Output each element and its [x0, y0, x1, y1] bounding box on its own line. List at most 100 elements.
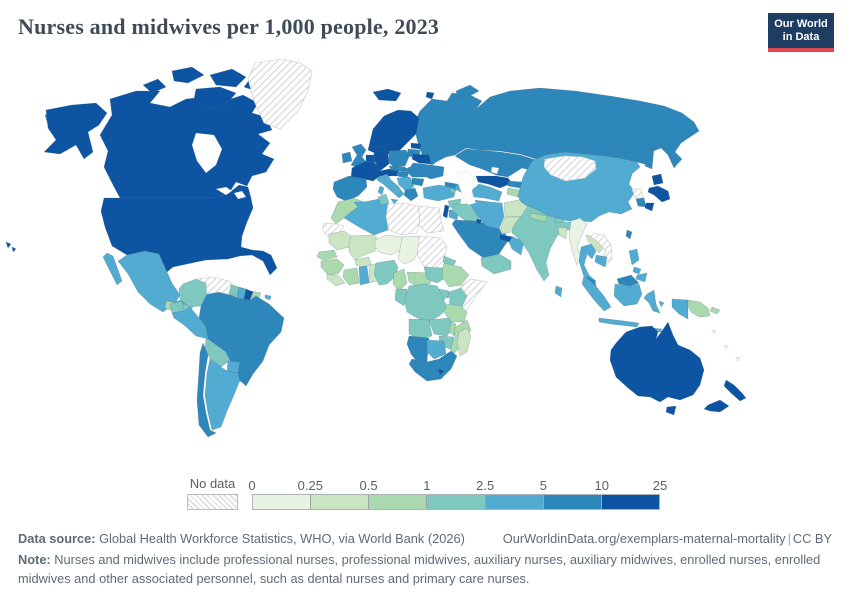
country-botswana[interactable] [426, 339, 447, 360]
country-libya[interactable] [385, 202, 421, 236]
country-guinea[interactable] [320, 258, 345, 277]
country-nepal[interactable] [529, 212, 548, 223]
country-egypt[interactable] [417, 205, 445, 234]
country-malawi[interactable] [448, 321, 457, 337]
country-arctic-island[interactable] [142, 78, 167, 94]
country-arctic-island[interactable] [209, 68, 247, 88]
country-south-sudan[interactable] [423, 266, 448, 284]
country-new-britain[interactable] [709, 306, 721, 315]
country-italy[interactable] [376, 173, 405, 199]
country-tasmania[interactable] [665, 405, 677, 416]
country-turkey[interactable] [422, 184, 457, 202]
country-japan-kyushu[interactable] [644, 202, 655, 212]
legend-bin-0.5-1[interactable] [369, 495, 428, 509]
country-turkmenistan[interactable] [471, 183, 503, 202]
country-bangladesh[interactable] [557, 226, 568, 240]
legend-bin-0-0.25[interactable] [253, 495, 312, 509]
country-new-zealand-north[interactable] [723, 379, 747, 402]
country-baja-california[interactable] [102, 252, 123, 286]
legend-bin-0.25-0.5[interactable] [311, 495, 370, 509]
owid-link[interactable]: OurWorldinData.org/exemplars-maternal-mo… [502, 531, 786, 546]
country-sakhalin[interactable] [644, 147, 655, 170]
country-novaya-zemlya[interactable] [455, 84, 480, 98]
country-ukraine[interactable] [408, 162, 445, 180]
country-japan-honshu[interactable] [647, 185, 671, 203]
country-burkina-faso[interactable] [354, 256, 372, 268]
country-hawaii[interactable] [11, 246, 17, 253]
country-uzbekistan[interactable] [475, 175, 513, 189]
country-madagascar[interactable] [456, 327, 472, 357]
country-baffin-island[interactable] [193, 86, 237, 110]
country-nigeria[interactable] [373, 259, 399, 286]
country-tunisia[interactable] [377, 193, 390, 206]
country-luzon[interactable] [628, 248, 640, 266]
license-label[interactable]: CC BY [792, 531, 832, 546]
country-armenia[interactable] [449, 187, 457, 195]
country-greece[interactable] [403, 187, 419, 202]
country-sulawesi[interactable] [643, 289, 661, 314]
country-sudan[interactable] [416, 235, 448, 270]
country-russia[interactable] [414, 87, 700, 169]
country-taiwan[interactable] [625, 229, 633, 240]
country-kalimantan[interactable] [613, 283, 643, 307]
country-mauritania[interactable] [328, 230, 352, 251]
country-yemen[interactable] [480, 253, 512, 275]
country-ivory-coast[interactable] [342, 267, 360, 286]
legend-no-data-swatch[interactable] [187, 494, 238, 510]
country-canada[interactable] [99, 90, 275, 199]
country-japan-hokkaido[interactable] [651, 173, 664, 186]
country-bhutan[interactable] [554, 217, 564, 224]
legend-bin-10-25[interactable] [601, 495, 659, 509]
country-mongolia[interactable] [543, 155, 597, 182]
country-poland[interactable] [388, 149, 410, 168]
country-south-korea[interactable] [635, 197, 647, 208]
country-arctic-island[interactable] [171, 66, 205, 84]
country-namibia[interactable] [406, 335, 430, 365]
country-bulgaria[interactable] [411, 177, 425, 187]
country-sumatra[interactable] [581, 275, 612, 312]
country-niger[interactable] [374, 234, 405, 256]
country-french-guiana[interactable] [243, 288, 254, 301]
country-lebanon-israel[interactable] [442, 204, 450, 219]
country-cameroon[interactable] [392, 268, 408, 292]
country-kazakhstan[interactable] [454, 148, 541, 178]
country-kuwait[interactable] [475, 218, 483, 225]
country-chile[interactable] [196, 342, 217, 438]
country-alaska[interactable] [43, 102, 108, 160]
country-senegal[interactable] [316, 249, 338, 261]
country-iberia[interactable] [332, 175, 368, 202]
country-puerto-rico[interactable] [264, 294, 272, 301]
country-visayas[interactable] [632, 266, 642, 275]
country-mali[interactable] [348, 234, 380, 261]
legend-bin-1-2.5[interactable] [427, 495, 486, 509]
country-ireland[interactable] [341, 151, 353, 164]
country-kyrgyzstan[interactable] [507, 180, 523, 189]
country-south-africa[interactable] [408, 350, 458, 382]
legend-bin-5-10[interactable] [543, 495, 602, 509]
country-belarus[interactable] [411, 153, 432, 165]
country-north-korea[interactable] [631, 188, 644, 199]
country-hawaii[interactable] [5, 241, 12, 249]
country-west-papua[interactable] [671, 298, 689, 320]
country-sardinia[interactable] [377, 185, 385, 196]
country-ghana[interactable] [358, 265, 370, 286]
owid-logo[interactable]: Our World in Data [768, 13, 834, 52]
country-greenland[interactable] [247, 58, 313, 130]
legend-color-bar[interactable] [252, 494, 660, 510]
country-papua-new-guinea[interactable] [687, 299, 711, 318]
country-cambodia[interactable] [594, 254, 608, 268]
country-mindanao[interactable] [635, 272, 648, 283]
country-svalbard[interactable] [425, 91, 435, 100]
legend-bin-2.5-5[interactable] [485, 495, 544, 509]
country-argentina[interactable] [204, 358, 241, 431]
country-australia[interactable] [609, 321, 705, 403]
country-ethiopia[interactable] [441, 262, 470, 288]
country-gabon-congo[interactable] [394, 288, 408, 307]
legend-no-data[interactable]: No data [187, 476, 238, 510]
country-iran[interactable] [470, 199, 505, 230]
country-iceland[interactable] [372, 88, 402, 102]
country-peru[interactable] [171, 306, 209, 340]
country-maluku[interactable] [658, 300, 665, 308]
country-myanmar[interactable] [568, 217, 588, 266]
country-georgia[interactable] [444, 181, 458, 189]
